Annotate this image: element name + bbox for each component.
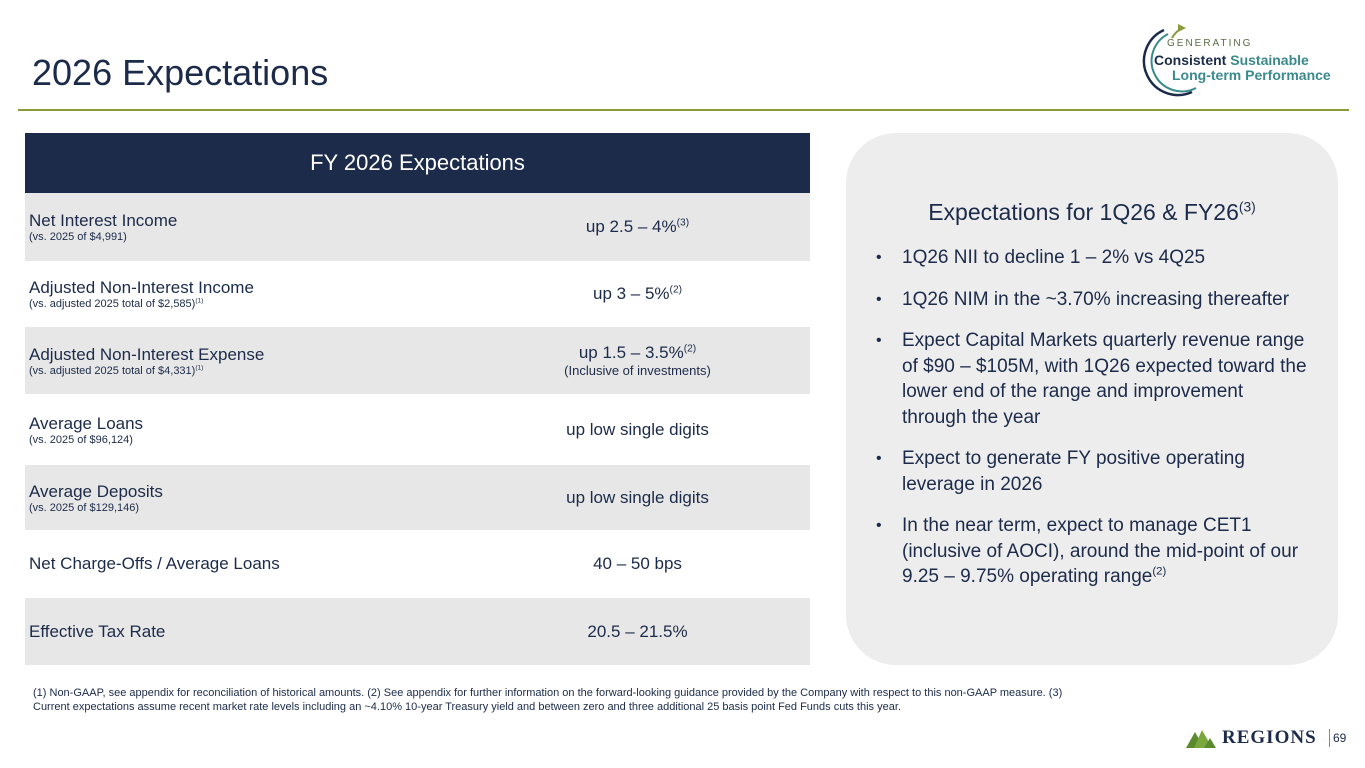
brand-divider — [1328, 729, 1330, 747]
row-label: Effective Tax Rate — [29, 621, 166, 641]
row-sublabel: (vs. 2025 of $129,146) — [29, 501, 140, 514]
expectations-list: • 1Q26 NII to decline 1 – 2% vs 4Q25 • 1Q2… — [872, 245, 1312, 606]
list-item: • 1Q26 NII to decline 1 – 2% vs 4Q25 — [872, 245, 1312, 271]
row-sublabel: (vs. adjusted 2025 total of $2,585)(1) — [29, 297, 204, 310]
row-value-note: (Inclusive of investments) — [564, 363, 711, 378]
bullet-icon: • — [876, 332, 882, 349]
tagline-logo: GENERATING Consistent Sustainable Long-t… — [1134, 20, 1349, 100]
footnote-line-1: (1) Non-GAAP, see appendix for reconcili… — [33, 687, 1063, 699]
footnotes: (1) Non-GAAP, see appendix for reconcili… — [33, 686, 1173, 714]
logo-consistent: Consistent — [1154, 52, 1227, 68]
logo-generating: GENERATING — [1167, 38, 1253, 49]
row-value: up 3 – 5%(2) — [592, 284, 682, 303]
row-label: Net Charge-Offs / Average Loans — [29, 554, 280, 573]
pyramid-logo-icon — [1186, 730, 1216, 748]
row-value: up 2.5 – 4%(3) — [585, 217, 690, 236]
table-row: Average Loans (vs. 2025 of $96,124) up l… — [25, 394, 810, 465]
row-value: 40 – 50 bps — [593, 554, 682, 573]
bullet-icon: • — [876, 450, 882, 467]
panel-heading: Expectations for 1Q26 & FY26(3) — [928, 199, 1256, 225]
list-item: • Expect Capital Markets quarterly revenu… — [876, 330, 1307, 428]
title-divider — [18, 109, 1349, 111]
swirl-logo-icon — [1142, 24, 1197, 97]
table-row: Net Interest Income (vs. 2025 of $4,991)… — [25, 193, 810, 261]
list-item: • In the near term, expect to manage CET1… — [876, 515, 1299, 587]
page-title: 2026 Expectations — [32, 52, 329, 93]
row-value: up 1.5 – 3.5%(2) (Inclusive of investmen… — [465, 343, 810, 378]
logo-line-2: Long-term Performance — [1172, 67, 1331, 83]
row-sublabel: (vs. adjusted 2025 total of $4,331)(1) — [29, 363, 204, 377]
quarterly-expectations-panel: Expectations for 1Q26 & FY26(3) • 1Q26 NI… — [846, 133, 1338, 665]
brand-name: REGIONS — [1222, 727, 1317, 748]
fy2026-expectations-table: FY 2026 Expectations Net Interest Income… — [25, 133, 810, 665]
footnote-line-2: Current expectations assume recent marke… — [33, 701, 901, 713]
row-sublabel: (vs. 2025 of $96,124) — [29, 433, 133, 446]
row-value: up low single digits — [566, 487, 709, 507]
logo-line-1: Consistent Sustainable — [1154, 52, 1309, 68]
regions-brand: REGIONS — [1186, 727, 1330, 749]
row-sublabel: (vs. 2025 of $4,991) — [29, 231, 127, 243]
table-row: Average Deposits (vs. 2025 of $129,146) … — [25, 465, 810, 530]
table-row: Effective Tax Rate 20.5 – 21.5% — [25, 598, 810, 665]
list-item: • 1Q26 NIM in the ~3.70% increasing there… — [872, 287, 1312, 313]
page-number: 69 — [1333, 731, 1347, 745]
table-row: Adjusted Non-Interest Expense (vs. adjus… — [25, 327, 810, 394]
row-value: 20.5 – 21.5% — [587, 621, 688, 641]
row-label: Average Loans — [29, 413, 144, 433]
logo-sustainable: Sustainable — [1230, 52, 1309, 68]
table-row: Net Charge-Offs / Average Loans 40 – 50 … — [25, 530, 810, 598]
bullet-icon: • — [876, 249, 882, 266]
bullet-icon: • — [876, 290, 882, 308]
list-item: • Expect to generate FY positive operatin… — [876, 448, 1245, 495]
row-label: Net Interest Income — [29, 211, 178, 230]
row-value: up low single digits — [566, 419, 709, 439]
bullet-icon: • — [876, 517, 882, 534]
row-label: Average Deposits — [29, 481, 163, 501]
row-label: Adjusted Non-Interest Expense — [29, 344, 265, 364]
table-header: FY 2026 Expectations — [25, 133, 810, 193]
row-label: Adjusted Non-Interest Income — [29, 278, 254, 297]
table-row: Adjusted Non-Interest Income (vs. adjust… — [25, 261, 810, 327]
